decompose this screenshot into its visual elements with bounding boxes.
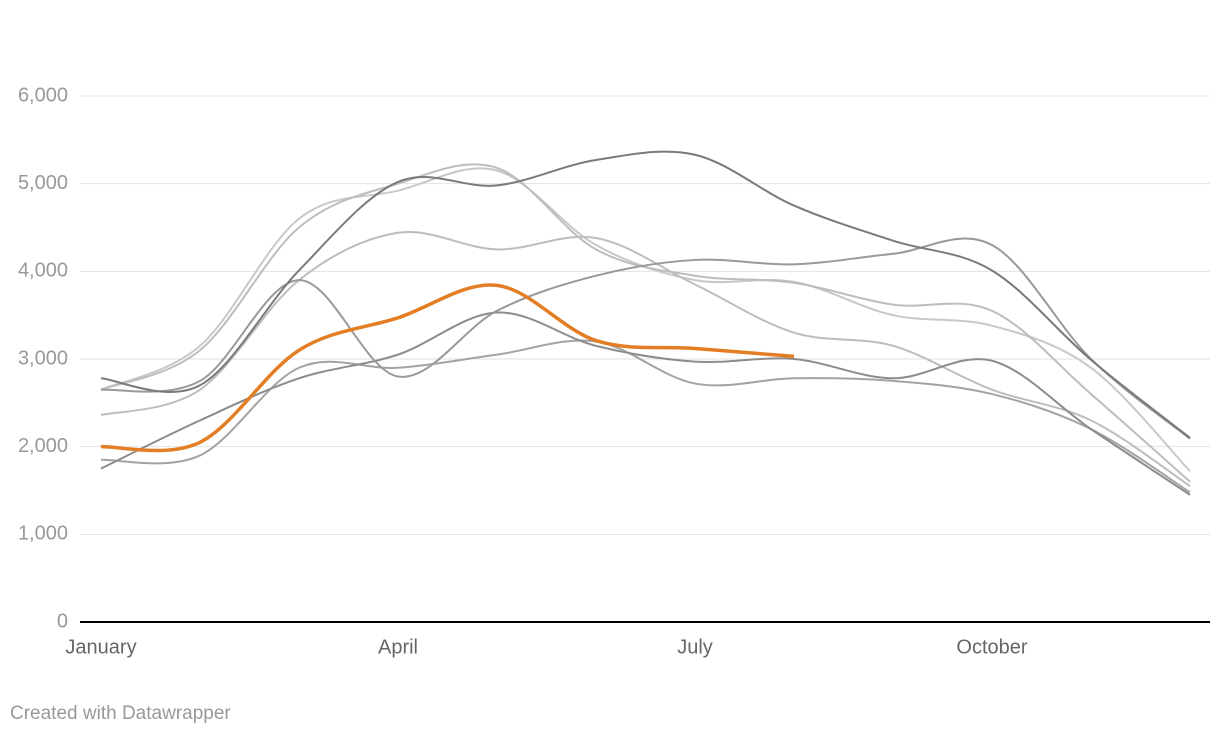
series-line xyxy=(100,150,1191,439)
series-line xyxy=(100,163,1191,483)
series-line xyxy=(100,230,1191,487)
y-tick-label: 4,000 xyxy=(18,260,68,282)
series-line xyxy=(100,339,1191,494)
series-line xyxy=(100,283,795,453)
y-tick-label: 5,000 xyxy=(18,172,68,194)
x-tick-label: July xyxy=(677,636,713,658)
y-tick-label: 0 xyxy=(57,610,68,632)
credit: Created with Datawrapper xyxy=(10,703,231,724)
y-tick-label: 1,000 xyxy=(18,523,68,545)
x-tick-label: October xyxy=(956,636,1027,658)
series-line xyxy=(100,237,1191,440)
y-tick-label: 2,000 xyxy=(18,435,68,457)
series-line xyxy=(100,311,1191,496)
series-line xyxy=(100,167,1191,472)
y-tick-label: 3,000 xyxy=(18,347,68,369)
x-tick-label: January xyxy=(65,636,136,658)
x-tick-label: April xyxy=(378,636,418,658)
y-tick-label: 6,000 xyxy=(18,84,68,106)
